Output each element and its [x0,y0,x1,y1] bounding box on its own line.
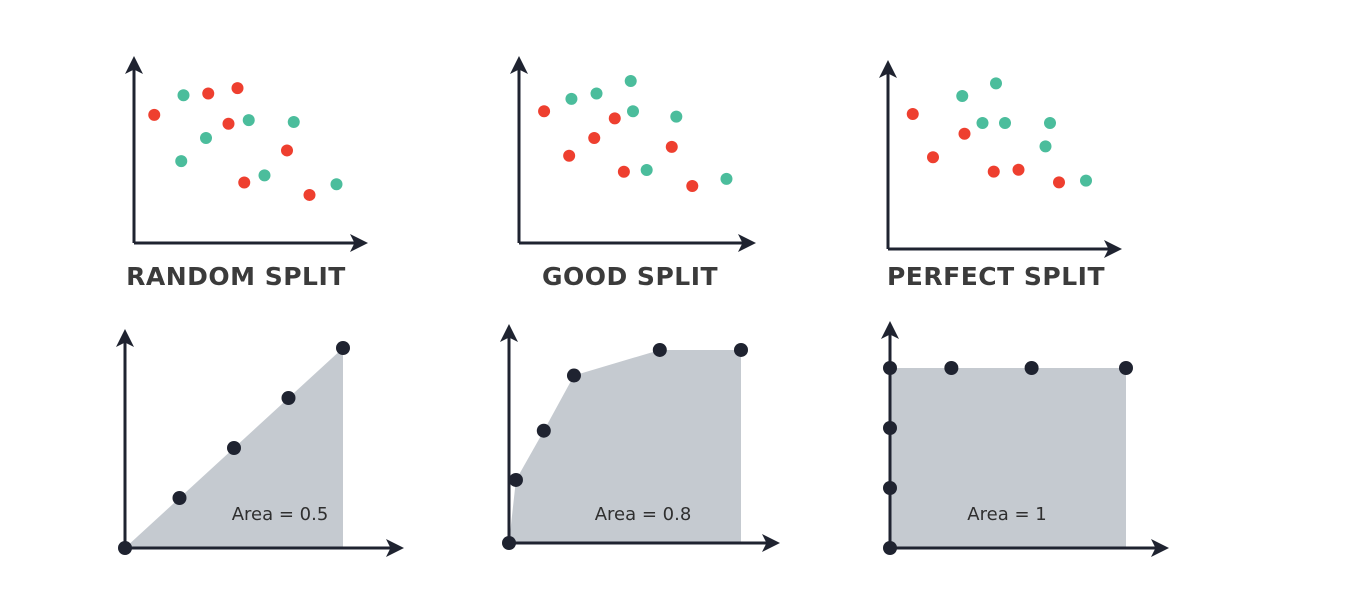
roc-random-point-4 [281,391,296,405]
scatter-random-red-point-1 [148,108,161,121]
scatter-good-teal-point-7 [720,172,733,185]
scatter-perfect-red-point-2 [927,151,939,164]
scatter-perfect-teal-point-5 [1044,117,1056,129]
roc-good-area [509,349,741,543]
scatter-good-red-point-4 [563,149,576,162]
scatter-good-teal-point-5 [670,110,683,123]
scatter-perfect-teal-point-2 [990,77,1002,90]
scatter-good-teal-point-1 [565,92,578,105]
scatter-random-teal-point-1 [177,89,190,102]
scatter-good-red-point-2 [608,112,621,125]
scatter-random-teal-point-3 [200,131,212,144]
roc-area-label-random: Area = 0.5 [232,504,329,525]
roc-perfect-point-2 [883,481,897,495]
scatter-perfect-red-point-5 [1012,163,1025,176]
roc-good-point-1 [502,536,516,550]
scatter-random-teal-point-7 [330,178,343,191]
roc-perfect-point-7 [1119,361,1133,375]
panel-title-good: GOOD SPLIT [542,262,718,291]
scatter-good-red-point-7 [686,180,699,193]
scatter-good-teal-point-4 [627,105,639,118]
scatter-good-teal-point-2 [590,87,603,100]
panel-title-perfect: PERFECT SPLIT [887,262,1105,291]
scatter-good-red-point-5 [665,140,678,153]
scatter-random-red-point-6 [238,176,251,189]
roc-good-point-3 [536,423,551,438]
roc-area-label-good: Area = 0.8 [595,504,692,525]
scatter-good-red-point-1 [538,105,551,118]
scatter-perfect-teal-point-7 [1080,174,1092,187]
roc-perfect-area [890,368,1126,548]
scatter-good-teal-point-3 [624,75,637,88]
scatter-random-teal-point-4 [287,115,300,128]
roc-perfect-point-3 [883,421,897,435]
roc-random-point-1 [118,541,132,555]
scatter-random-red-point-2 [202,87,215,100]
roc-good-point-6 [734,342,748,357]
scatter-random-teal-point-2 [242,114,255,127]
roc-random-point-2 [172,491,187,505]
scatter-random-red-point-5 [281,144,293,157]
scatter-perfect-teal-point-4 [999,117,1011,129]
diagram-shapes [116,56,1169,557]
scatter-random-red-point-7 [303,188,316,201]
roc-random-point-3 [227,441,241,455]
roc-good-point-2 [508,472,523,487]
scatter-good-teal-point-6 [640,164,653,177]
scatter-random-red-point-4 [222,117,235,130]
roc-perfect-point-6 [1024,361,1039,375]
scatter-perfect-teal-point-6 [1039,140,1052,153]
roc-area-label-perfect: Area = 1 [967,504,1046,525]
scatter-good-red-point-6 [617,165,630,178]
roc-random-point-5 [336,341,350,355]
scatter-good-red-point-3 [588,131,601,144]
scatter-random-red-point-3 [231,82,244,95]
roc-perfect-point-1 [883,541,897,555]
scatter-perfect-teal-point-3 [976,117,989,129]
scatter-perfect-red-point-4 [987,165,1000,178]
scatter-random-teal-point-6 [258,169,271,182]
panel-title-random: RANDOM SPLIT [126,262,346,291]
roc-good-point-5 [652,342,667,357]
scatter-random-teal-point-5 [175,155,188,168]
roc-perfect-point-4 [883,361,897,375]
roc-good-point-4 [566,368,581,383]
scatter-perfect-red-point-6 [1053,176,1065,189]
scatter-perfect-red-point-1 [906,108,919,120]
scatter-perfect-red-point-3 [958,127,971,140]
scatter-perfect-teal-point-1 [956,90,969,102]
roc-perfect-point-5 [944,361,959,375]
